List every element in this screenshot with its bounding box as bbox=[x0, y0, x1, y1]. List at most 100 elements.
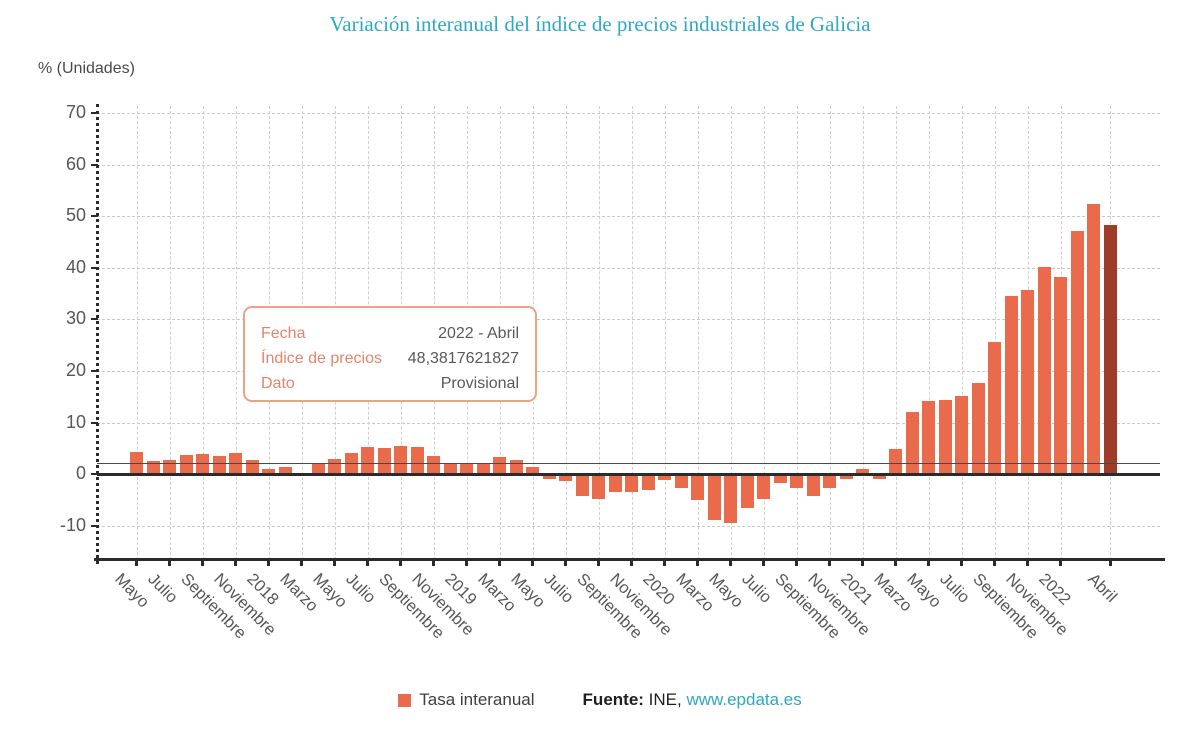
bar[interactable] bbox=[311, 464, 325, 475]
bar[interactable] bbox=[1054, 276, 1067, 475]
bar[interactable] bbox=[377, 447, 391, 475]
x-tick-mark bbox=[465, 561, 468, 566]
bar[interactable] bbox=[130, 452, 143, 475]
bar[interactable] bbox=[559, 474, 572, 481]
bar[interactable] bbox=[410, 447, 424, 475]
source-name: INE, bbox=[648, 690, 682, 709]
bar[interactable] bbox=[938, 400, 952, 475]
bar[interactable] bbox=[658, 474, 671, 481]
bar[interactable] bbox=[1037, 266, 1051, 475]
bar[interactable] bbox=[724, 474, 737, 523]
bar[interactable] bbox=[361, 447, 374, 475]
horizontal-gridline bbox=[97, 113, 1160, 114]
bar[interactable] bbox=[691, 474, 704, 500]
y-tick-label: 70 bbox=[65, 102, 86, 122]
bar[interactable] bbox=[823, 474, 836, 489]
vertical-gridline bbox=[235, 106, 237, 560]
x-tick-mark bbox=[300, 561, 303, 566]
bar[interactable] bbox=[889, 448, 902, 475]
source-line: Fuente: INE, www.epdata.es bbox=[583, 690, 802, 710]
bar[interactable] bbox=[839, 474, 853, 480]
bar[interactable] bbox=[773, 474, 787, 483]
bar[interactable] bbox=[971, 383, 985, 475]
horizontal-gridline bbox=[97, 267, 1160, 269]
x-tick-mark bbox=[861, 561, 864, 566]
horizontal-gridline bbox=[97, 216, 1160, 218]
x-tick-mark bbox=[366, 561, 369, 566]
x-tick-mark bbox=[894, 561, 897, 566]
bar[interactable] bbox=[592, 474, 605, 499]
tooltip-value: 2022 - Abril bbox=[438, 325, 519, 342]
bar[interactable] bbox=[427, 455, 440, 475]
bar[interactable] bbox=[1087, 204, 1100, 475]
vertical-gridline bbox=[730, 106, 732, 560]
bar[interactable] bbox=[526, 467, 539, 475]
y-tick-label: 50 bbox=[65, 205, 86, 226]
y-tick-mark bbox=[91, 370, 98, 372]
bar[interactable] bbox=[575, 474, 589, 496]
bar[interactable] bbox=[608, 474, 622, 492]
bar[interactable] bbox=[988, 341, 1001, 475]
bar[interactable] bbox=[674, 474, 688, 488]
bar[interactable] bbox=[509, 459, 523, 475]
y-tick-mark bbox=[91, 266, 98, 269]
legend-label: Tasa interanual bbox=[419, 690, 535, 709]
bar[interactable] bbox=[278, 467, 292, 475]
bar[interactable] bbox=[806, 474, 820, 497]
x-tick-mark bbox=[795, 561, 798, 566]
tooltip-row-indice: Índice de precios 48,3817621827 bbox=[261, 346, 519, 371]
bar[interactable] bbox=[625, 474, 638, 493]
bar[interactable] bbox=[146, 461, 160, 475]
tooltip-row-dato: Dato Provisional bbox=[261, 371, 519, 396]
source-link[interactable]: www.epdata.es bbox=[686, 690, 802, 709]
bar[interactable] bbox=[922, 400, 935, 475]
bar[interactable] bbox=[328, 458, 341, 475]
bar[interactable] bbox=[856, 469, 869, 475]
bar[interactable] bbox=[757, 474, 770, 499]
bar[interactable] bbox=[955, 396, 968, 475]
bar[interactable] bbox=[542, 474, 556, 479]
x-tick-mark bbox=[498, 561, 501, 566]
bar[interactable] bbox=[163, 459, 176, 475]
bar[interactable] bbox=[245, 459, 259, 475]
bar[interactable] bbox=[790, 474, 803, 488]
bar[interactable] bbox=[905, 411, 919, 475]
x-tick-mark bbox=[630, 561, 633, 566]
bar[interactable] bbox=[707, 474, 721, 520]
bar-highlighted[interactable] bbox=[1103, 224, 1117, 475]
legend-swatch-icon bbox=[398, 693, 412, 707]
bar[interactable] bbox=[443, 462, 457, 475]
bar[interactable] bbox=[1021, 289, 1034, 475]
bar[interactable] bbox=[1070, 231, 1084, 475]
bar[interactable] bbox=[344, 452, 358, 475]
bar[interactable] bbox=[394, 445, 407, 475]
bar[interactable] bbox=[179, 455, 193, 475]
tooltip-label: Fecha bbox=[261, 325, 306, 342]
bar[interactable] bbox=[641, 474, 655, 491]
tooltip: Fecha 2022 - Abril Índice de precios 48,… bbox=[243, 306, 537, 402]
vertical-gridline bbox=[136, 106, 138, 560]
y-tick-label: 40 bbox=[65, 256, 86, 277]
bar[interactable] bbox=[1004, 295, 1018, 475]
y-tick-mark bbox=[91, 318, 98, 321]
y-tick-mark bbox=[91, 112, 98, 114]
bar[interactable] bbox=[212, 456, 226, 475]
bar[interactable] bbox=[460, 463, 473, 475]
x-tick-mark bbox=[729, 561, 732, 566]
y-tick-label: 30 bbox=[65, 308, 86, 329]
bar[interactable] bbox=[740, 474, 754, 508]
x-tick-mark bbox=[201, 561, 204, 566]
x-tick-mark bbox=[927, 561, 930, 566]
bar[interactable] bbox=[493, 456, 506, 475]
x-tick-label: Abril bbox=[1084, 570, 1121, 607]
bar[interactable] bbox=[476, 464, 490, 475]
x-tick-mark bbox=[135, 561, 138, 566]
bar[interactable] bbox=[872, 474, 886, 479]
x-tick-mark bbox=[333, 561, 336, 566]
x-tick-mark bbox=[696, 561, 699, 566]
x-tick-mark bbox=[399, 561, 402, 566]
bar[interactable] bbox=[262, 468, 275, 475]
x-tick-mark bbox=[1059, 561, 1062, 566]
y-axis-title: % (Unidades) bbox=[38, 60, 135, 77]
footer: Tasa interanual Fuente: INE, www.epdata.… bbox=[0, 690, 1200, 710]
